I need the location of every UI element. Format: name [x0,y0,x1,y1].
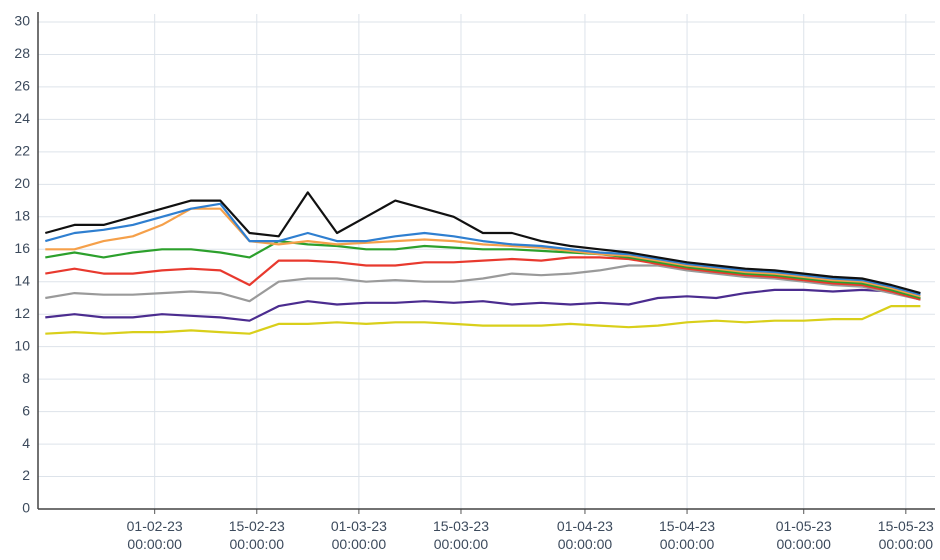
y-tick-label: 14 [14,272,30,288]
series-line [45,202,921,296]
series-line [45,288,921,322]
y-tick-label: 0 [22,500,30,516]
y-tick-label: 12 [14,305,30,321]
y-tick-label: 2 [22,467,30,483]
series-line [45,240,921,300]
y-tick-label: 20 [14,175,30,191]
series-line [45,305,921,335]
y-tick-label: 24 [14,110,30,126]
y-tick-label: 22 [14,143,30,159]
series-line [45,264,921,303]
x-tick-label: 15-04-23 00:00:00 [659,518,716,552]
series-line [45,207,921,298]
y-tick-label: 18 [14,208,30,224]
y-tick-label: 16 [14,240,30,256]
y-tick-label: 26 [14,78,30,94]
x-tick-label: 01-03-23 00:00:00 [330,518,387,552]
y-tick-label: 8 [22,370,30,386]
x-tick-label: 01-05-23 00:00:00 [775,518,832,552]
series-line [45,256,921,301]
y-tick-label: 28 [14,45,30,61]
x-tick-label: 15-03-23 00:00:00 [432,518,489,552]
y-tick-label: 6 [22,402,30,418]
x-tick-label: 15-02-23 00:00:00 [228,518,285,552]
x-tick-label: 01-02-23 00:00:00 [126,518,183,552]
series-line [45,191,921,295]
x-tick-label: 15-05-23 00:00:00 [877,518,934,552]
x-tick-label: 01-04-23 00:00:00 [556,518,613,552]
y-tick-label: 10 [14,337,30,353]
y-tick-label: 30 [14,13,30,29]
y-tick-label: 4 [22,435,30,451]
